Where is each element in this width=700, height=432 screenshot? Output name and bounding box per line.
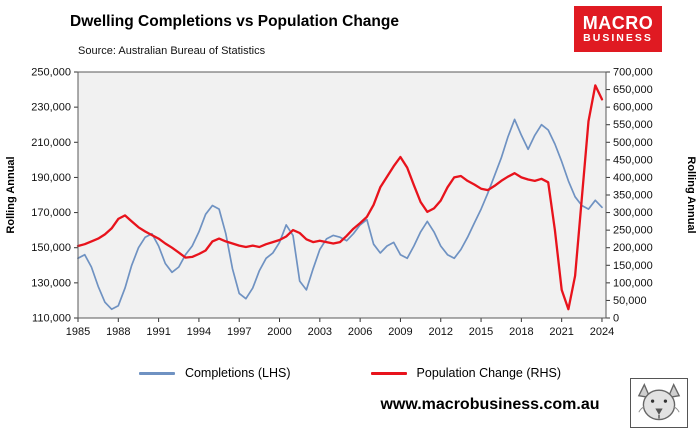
y-tick-label-right: 400,000 <box>613 172 653 184</box>
legend-swatch <box>138 371 175 375</box>
legend-label: Population Change (RHS) <box>416 366 562 380</box>
y-tick-label-right: 150,000 <box>613 260 653 272</box>
legend-label: Completions (LHS) <box>184 366 291 380</box>
macrobusiness-logo: MACRO BUSINESS <box>574 6 662 52</box>
legend-item: Completions (LHS) <box>138 366 291 380</box>
y-tick-label-right: 250,000 <box>613 225 653 237</box>
x-tick-label: 2018 <box>509 326 533 338</box>
website-link[interactable]: www.macrobusiness.com.au <box>380 396 600 413</box>
fox-logo-box <box>630 378 688 428</box>
y-tick-label-right: 50,000 <box>613 295 647 307</box>
y-tick-label-left: 170,000 <box>31 207 71 219</box>
plot-area <box>78 72 606 318</box>
x-tick-label: 2024 <box>590 326 614 338</box>
legend-item: Population Change (RHS) <box>370 366 562 380</box>
x-tick-label: 2021 <box>549 326 573 338</box>
chart-svg: 250,000 230,000 210,000 190,000 170,000 150,0… <box>5 67 697 339</box>
y-tick-label-right: 0 <box>613 313 619 325</box>
x-tick-label: 1991 <box>146 326 170 338</box>
y-tick-label-left: 150,000 <box>31 242 71 254</box>
chart-title: Dwelling Completions vs Population Chang… <box>70 13 399 30</box>
y-tick-label-right: 300,000 <box>613 207 653 219</box>
y-tick-label-left: 190,000 <box>31 172 71 184</box>
y-tick-label-right: 100,000 <box>613 277 653 289</box>
x-tick-label: 2009 <box>388 326 412 338</box>
y-axis-title-right: Rolling Annual <box>685 156 697 233</box>
x-tick-label: 2012 <box>429 326 453 338</box>
y-tick-label-right: 500,000 <box>613 137 653 149</box>
x-tick-label: 1997 <box>227 326 251 338</box>
logo-text-macro: MACRO <box>582 12 654 33</box>
y-axis-title-left: Rolling Annual <box>5 156 17 233</box>
x-tick-label: 2000 <box>267 326 291 338</box>
y-tick-label-right: 200,000 <box>613 242 653 254</box>
x-tick-label: 2015 <box>469 326 493 338</box>
y-tick-label-right: 450,000 <box>613 154 653 166</box>
y-tick-label-right: 550,000 <box>613 119 653 131</box>
x-tick-label: 1994 <box>187 326 211 338</box>
y-tick-label-left: 250,000 <box>31 67 71 79</box>
y-tick-label-left: 130,000 <box>31 277 71 289</box>
y-tick-label-right: 350,000 <box>613 190 653 202</box>
population-change-line <box>76 84 604 311</box>
fox-logo-image <box>637 383 681 421</box>
y-tick-label-right: 650,000 <box>613 84 653 96</box>
x-tick-label: 2003 <box>308 326 332 338</box>
logo-text-business: BUSINESS <box>583 32 653 45</box>
x-tick-label: 2006 <box>348 326 372 338</box>
legend-swatch <box>370 371 407 375</box>
y-tick-label-left: 210,000 <box>31 137 71 149</box>
y-tick-label-right: 700,000 <box>613 67 653 79</box>
plot-border <box>77 71 607 319</box>
x-tick-label: 1985 <box>66 326 90 338</box>
y-tick-label-left: 110,000 <box>32 313 71 325</box>
y-tick-label-left: 230,000 <box>31 102 71 114</box>
completions-line <box>77 118 603 311</box>
source-note: Source: Australian Bureau of Statistics <box>78 45 266 57</box>
y-tick-label-right: 600,000 <box>613 102 653 114</box>
x-tick-label: 1988 <box>106 326 130 338</box>
legend: Completions (LHS) Population Change (RHS) <box>0 366 700 380</box>
